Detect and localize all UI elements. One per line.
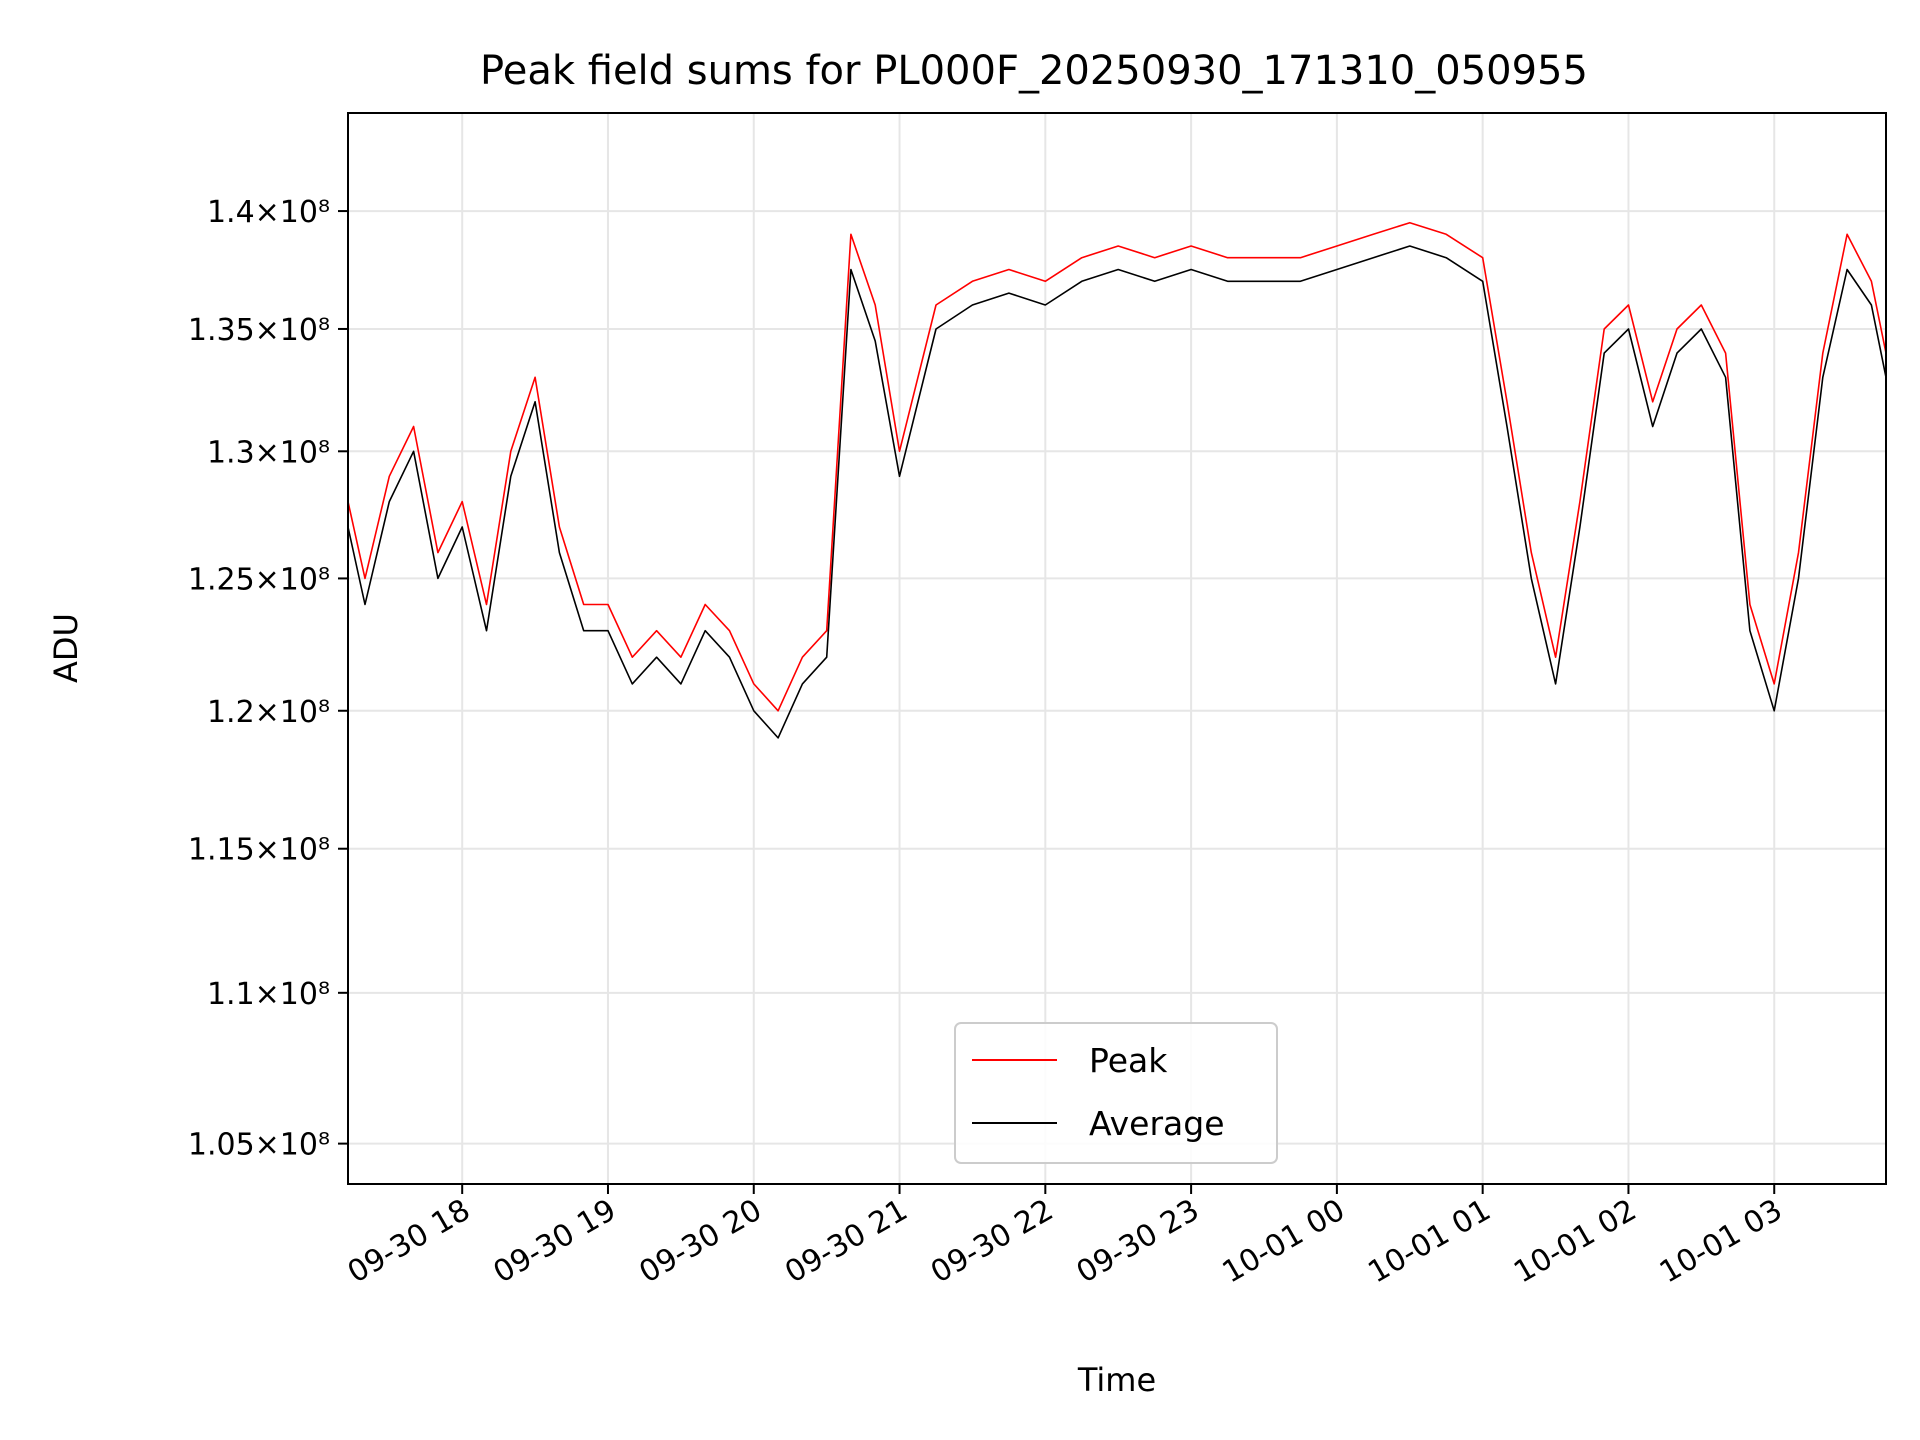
plot-frame — [347, 112, 1887, 1185]
x-axis-label: Time — [1077, 1361, 1156, 1399]
plot-lines — [347, 221, 1887, 739]
y-axis: 1.05×10⁸ 1.1×10⁸ 1.15×10⁸ 1.2×10⁸ 1.25×10⁸ 1.… — [188, 195, 348, 1163]
y-tick-label: 1.2×10⁸ — [207, 695, 330, 730]
y-tick-label: 1.1×10⁸ — [207, 977, 330, 1012]
y-tick-label: 1.15×10⁸ — [188, 833, 330, 868]
legend-label-average: Average — [1089, 1104, 1225, 1143]
legend: Peak Average — [954, 1022, 1278, 1164]
legend-label-peak: Peak — [1089, 1041, 1168, 1080]
y-axis-label: ADU — [47, 613, 85, 683]
y-tick-label: 1.4×10⁸ — [207, 195, 330, 230]
y-tick-label: 1.05×10⁸ — [188, 1128, 330, 1163]
y-tick-label: 1.25×10⁸ — [188, 562, 330, 597]
series-line-peak — [347, 221, 1887, 712]
legend-box — [954, 1022, 1278, 1164]
y-tick-label: 1.35×10⁸ — [188, 313, 330, 348]
chart-title: Peak field sums for PL000F_20250930_1713… — [480, 48, 1588, 94]
y-tick-label: 1.3×10⁸ — [207, 435, 330, 470]
series-line-average — [347, 245, 1887, 739]
